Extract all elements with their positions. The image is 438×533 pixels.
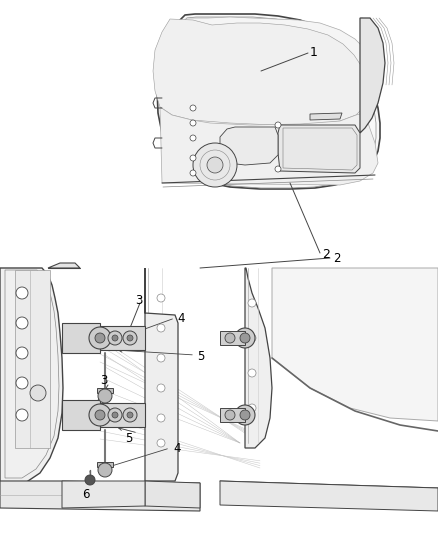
- Circle shape: [16, 409, 28, 421]
- Polygon shape: [97, 462, 113, 467]
- Circle shape: [190, 170, 196, 176]
- Polygon shape: [220, 127, 278, 165]
- Text: 5: 5: [197, 350, 205, 362]
- Circle shape: [95, 333, 105, 343]
- Polygon shape: [310, 113, 342, 120]
- Polygon shape: [145, 268, 178, 481]
- Polygon shape: [100, 403, 145, 427]
- Circle shape: [89, 404, 111, 426]
- Text: 3: 3: [135, 294, 142, 306]
- Polygon shape: [0, 481, 200, 511]
- Polygon shape: [48, 263, 80, 268]
- Circle shape: [127, 412, 133, 418]
- Circle shape: [98, 463, 112, 477]
- Circle shape: [225, 410, 235, 420]
- Circle shape: [123, 331, 137, 345]
- Polygon shape: [62, 400, 100, 430]
- Circle shape: [248, 299, 256, 307]
- Circle shape: [112, 335, 118, 341]
- Polygon shape: [245, 268, 272, 448]
- Circle shape: [207, 157, 223, 173]
- Circle shape: [157, 324, 165, 332]
- Circle shape: [16, 347, 28, 359]
- Text: 2: 2: [322, 248, 330, 262]
- Polygon shape: [100, 326, 145, 350]
- Polygon shape: [160, 107, 378, 185]
- Circle shape: [16, 317, 28, 329]
- Circle shape: [112, 412, 118, 418]
- Circle shape: [240, 333, 250, 343]
- Circle shape: [275, 122, 281, 128]
- Circle shape: [16, 287, 28, 299]
- Circle shape: [235, 405, 255, 425]
- Circle shape: [108, 331, 122, 345]
- Circle shape: [127, 335, 133, 341]
- Polygon shape: [220, 331, 245, 345]
- Polygon shape: [278, 125, 360, 173]
- Circle shape: [248, 369, 256, 377]
- Circle shape: [157, 414, 165, 422]
- Polygon shape: [15, 270, 50, 448]
- Circle shape: [98, 389, 112, 403]
- Polygon shape: [62, 323, 100, 353]
- Circle shape: [190, 105, 196, 111]
- Polygon shape: [62, 481, 145, 508]
- Circle shape: [240, 410, 250, 420]
- Circle shape: [225, 333, 235, 343]
- Circle shape: [235, 328, 255, 348]
- Circle shape: [190, 135, 196, 141]
- Text: 1: 1: [310, 46, 318, 60]
- Polygon shape: [145, 481, 200, 508]
- Text: 2: 2: [333, 252, 340, 264]
- Polygon shape: [157, 14, 380, 189]
- Circle shape: [157, 294, 165, 302]
- Circle shape: [123, 408, 137, 422]
- Circle shape: [190, 120, 196, 126]
- Circle shape: [95, 410, 105, 420]
- Circle shape: [85, 475, 95, 485]
- Circle shape: [157, 439, 165, 447]
- Circle shape: [157, 384, 165, 392]
- Text: 3: 3: [100, 375, 107, 387]
- Polygon shape: [162, 17, 373, 111]
- Circle shape: [248, 334, 256, 342]
- Circle shape: [275, 166, 281, 172]
- Polygon shape: [220, 408, 245, 422]
- Text: 4: 4: [177, 311, 184, 325]
- Text: 4: 4: [173, 441, 180, 455]
- Circle shape: [108, 408, 122, 422]
- Circle shape: [157, 354, 165, 362]
- Polygon shape: [272, 268, 438, 421]
- Polygon shape: [360, 18, 385, 133]
- Polygon shape: [220, 481, 438, 511]
- Polygon shape: [97, 388, 113, 393]
- Circle shape: [30, 385, 46, 401]
- Text: 5: 5: [125, 432, 132, 445]
- Polygon shape: [0, 268, 63, 483]
- Circle shape: [16, 377, 28, 389]
- Circle shape: [190, 155, 196, 161]
- Circle shape: [248, 404, 256, 412]
- Circle shape: [89, 327, 111, 349]
- Text: 6: 6: [82, 489, 89, 502]
- Circle shape: [193, 143, 237, 187]
- Polygon shape: [153, 19, 368, 125]
